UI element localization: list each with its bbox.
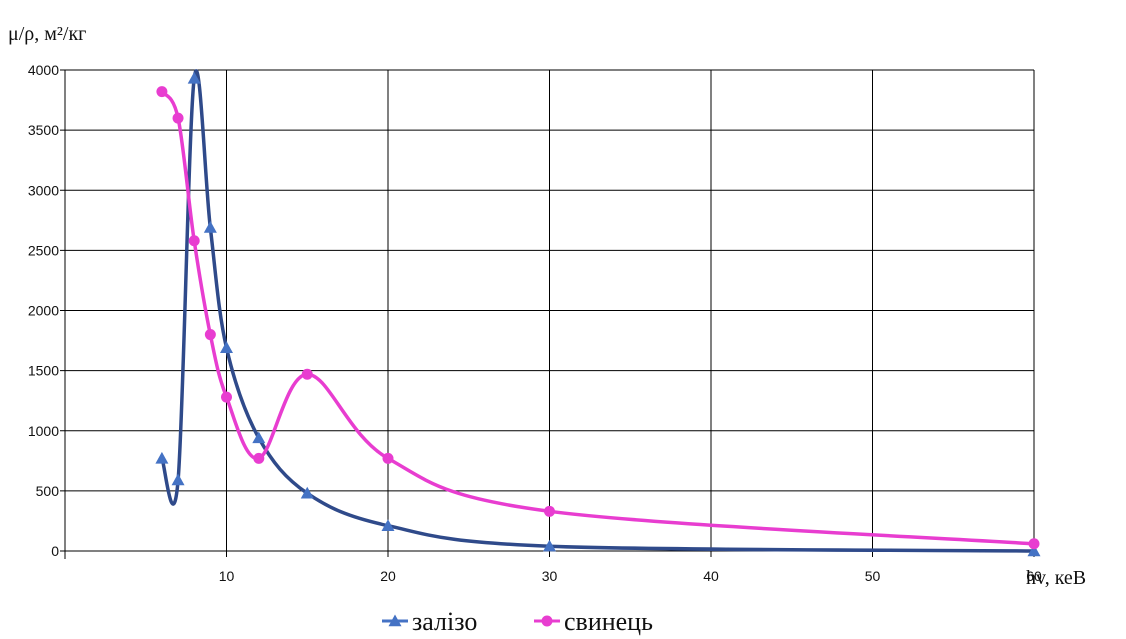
- data-point: [204, 329, 216, 341]
- y-tick-label: 2000: [28, 303, 59, 319]
- x-tick-label: 60: [1026, 568, 1042, 584]
- data-point: [1028, 538, 1040, 550]
- x-tick-label: 50: [865, 568, 881, 584]
- data-point: [300, 486, 314, 499]
- data-point: [187, 71, 201, 84]
- legend: залізо свинець: [382, 607, 653, 636]
- series-2: [156, 86, 1040, 550]
- data-point: [252, 431, 266, 444]
- y-tick-label: 1500: [28, 363, 59, 379]
- x-tick-labels: 10 20 30 40 50 60: [219, 568, 1042, 584]
- data-point: [382, 452, 394, 464]
- data-point: [203, 221, 217, 233]
- data-point: [172, 112, 184, 124]
- x-tick-label: 30: [542, 568, 558, 584]
- legend-marker: [388, 614, 402, 627]
- y-tick-labels: 0 500 1000 1500 2000 2500 3000 3500 4000: [28, 62, 59, 559]
- y-tick-label: 2500: [28, 242, 59, 258]
- y-tick-label: 500: [36, 483, 60, 499]
- y-tick-label: 0: [51, 543, 59, 559]
- data-point: [188, 235, 200, 247]
- data-point: [171, 473, 185, 486]
- y-tick-label: 4000: [28, 62, 59, 78]
- data-point: [301, 368, 313, 380]
- y-tick-label: 1000: [28, 423, 59, 439]
- data-point: [544, 505, 555, 517]
- data-point: [1027, 544, 1041, 557]
- legend-label: свинець: [564, 607, 653, 636]
- data-point: [155, 451, 169, 464]
- data-point: [381, 519, 395, 531]
- x-axis-label: hv, кеВ: [1026, 567, 1086, 589]
- series-1: [155, 69, 1041, 557]
- data-point: [156, 86, 168, 98]
- y-axis-label: μ/ρ, м²/кг: [8, 23, 86, 45]
- grid: [65, 69, 1035, 551]
- x-tick-label: 10: [219, 568, 235, 584]
- data-point: [220, 341, 233, 353]
- y-tick-label: 3000: [28, 182, 59, 198]
- data-point: [253, 452, 265, 464]
- data-point: [221, 391, 232, 403]
- series-layer: [155, 69, 1041, 557]
- data-point: [543, 539, 556, 552]
- y-tick-label: 3500: [28, 122, 59, 138]
- x-tick-label: 40: [703, 568, 719, 584]
- x-tick-label: 20: [380, 568, 396, 584]
- legend-marker: [541, 615, 553, 627]
- series-line: [160, 90, 1035, 546]
- legend-label: залізо: [412, 607, 477, 636]
